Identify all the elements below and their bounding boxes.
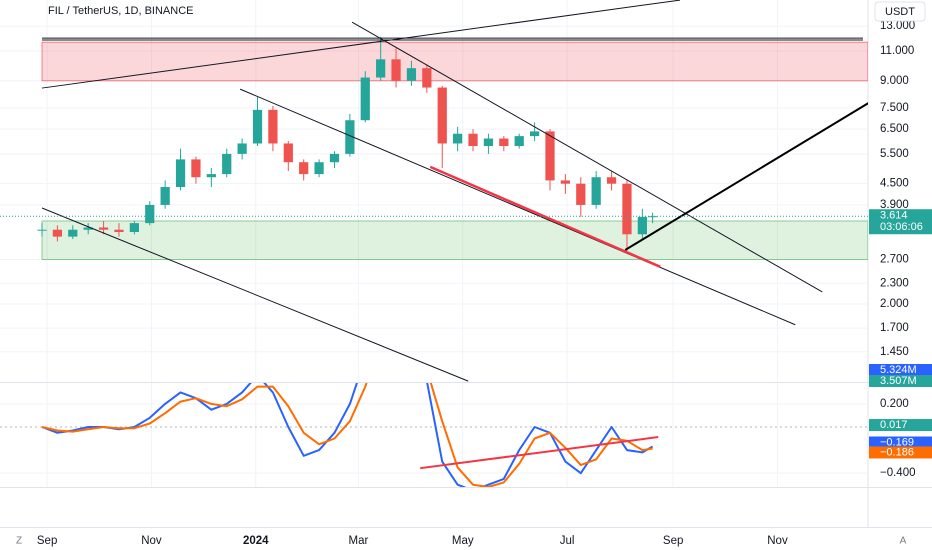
y-tick-label: 13.000 [880, 20, 915, 32]
candle-body [68, 229, 78, 237]
candle-body [237, 143, 247, 154]
x-tick-label: Mar [349, 535, 369, 547]
trend-line [624, 102, 868, 251]
volume-label: 3.507M [880, 375, 917, 387]
candle-body [206, 174, 216, 178]
y-tick-label: 4.500 [880, 178, 909, 190]
trend-line [351, 21, 823, 293]
candle-body [129, 223, 139, 232]
candle-body [98, 227, 109, 230]
candle-body [499, 138, 509, 147]
candle-body [299, 162, 309, 175]
trend-line [41, 0, 681, 89]
candle-body [252, 109, 263, 144]
candle-body [468, 133, 478, 147]
axes: 13.000 11.000 9.000 7.500 6.500 5.500 4.500 3.9… [37, 20, 932, 547]
y-tick-label: 3.900 [880, 199, 909, 211]
x-tick-label: Jul [560, 535, 575, 547]
candle-body [391, 59, 401, 81]
macd-line [41, 383, 653, 487]
y-tick-label: 11.000 [880, 45, 914, 57]
y-tick-label: 2.000 [880, 298, 909, 310]
candle-body [314, 162, 324, 175]
macd-pane [0, 383, 868, 487]
y-tick-label: 6.500 [880, 123, 909, 135]
macd-badge [869, 419, 932, 432]
candle-body [560, 180, 571, 184]
candle-body [422, 68, 432, 88]
chart-title: FIL / TetherUS, 1D, BINANCE [48, 5, 194, 17]
x-tick-label: Nov [141, 535, 162, 547]
candle-body [360, 77, 370, 121]
last-price: 3.614 [880, 210, 908, 222]
y-tick-label: 5.500 [880, 148, 909, 160]
y-tick-label: 1.450 [880, 346, 909, 358]
candle-body [83, 227, 93, 230]
x-tick-label: Nov [767, 535, 788, 547]
candle-body [648, 216, 658, 218]
macd-badge [869, 446, 932, 459]
zoom-button[interactable]: Z [16, 536, 22, 547]
candle-body [576, 183, 586, 205]
candle-body [545, 131, 555, 181]
volume-badge [869, 375, 932, 387]
candle-body [437, 87, 447, 144]
y-tick-label: 2.300 [880, 277, 909, 289]
zone [41, 220, 868, 261]
y-tick-label: 7.500 [880, 102, 909, 114]
candle-body [406, 68, 417, 81]
trend-line [420, 436, 659, 470]
volume-badge [869, 364, 932, 376]
volume-label: 5.324M [880, 364, 917, 376]
currency: USDT [885, 6, 915, 18]
candle-body [591, 177, 601, 205]
x-tick-label: Sep [37, 535, 57, 547]
y-tick-label: 2.700 [880, 254, 909, 266]
auto-scale-button[interactable]: A [900, 536, 907, 547]
trend-line [429, 165, 661, 268]
candle-body [37, 229, 47, 231]
y-tick-label: 9.000 [880, 75, 909, 87]
candle-body [376, 59, 386, 78]
price-badge [869, 209, 932, 235]
candle-body [222, 153, 232, 175]
countdown: 03:06:06 [880, 221, 923, 233]
price-pane [0, 0, 868, 382]
trend-line [41, 207, 469, 382]
candle-body [52, 229, 63, 237]
candle-body [622, 183, 632, 235]
candle-body [345, 120, 355, 154]
candle-body [483, 138, 494, 147]
candle-body [114, 229, 124, 232]
candle-body [606, 177, 617, 184]
candle-body [637, 216, 647, 235]
currency-box[interactable] [874, 1, 926, 22]
candle-body [514, 136, 524, 147]
candle-body [529, 131, 540, 137]
y-tick-label: 0.200 [880, 398, 909, 410]
y-tick-label: −0.400 [880, 467, 916, 479]
candle-body [453, 133, 463, 144]
x-tick-label: Sep [663, 535, 683, 547]
x-tick-label: May [452, 535, 474, 547]
candle-body [329, 153, 340, 163]
macd-badge-label: 0.017 [880, 419, 908, 431]
zone [41, 41, 868, 82]
candle-body [175, 159, 186, 188]
macd-badge-label: −0.186 [880, 446, 914, 458]
y-tick-label: 1.700 [880, 322, 909, 334]
candle-body [268, 109, 278, 144]
candle-body [145, 204, 155, 224]
trend-line [239, 88, 796, 326]
macd-line [41, 383, 654, 487]
macd-badge-label: −0.169 [880, 436, 914, 448]
candle-body [160, 187, 170, 205]
x-tick-label: 2024 [243, 535, 269, 547]
candle-body [283, 143, 293, 163]
candle-body [191, 159, 201, 178]
macd-badge [869, 436, 932, 449]
